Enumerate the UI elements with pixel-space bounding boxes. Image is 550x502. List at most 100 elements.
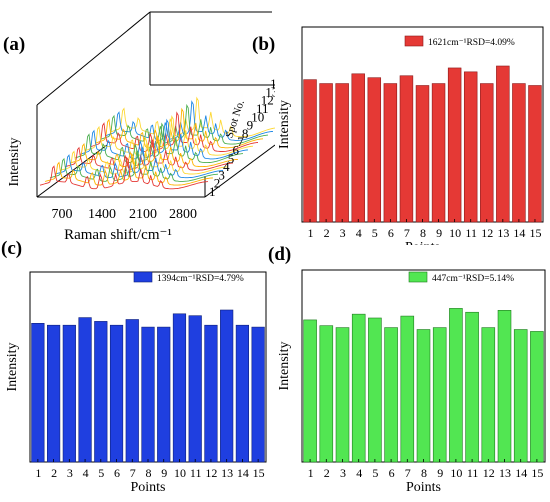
bar-point-2 — [319, 83, 333, 223]
x-tick-label: 1400 — [88, 207, 116, 222]
spectrum-line-7 — [69, 134, 239, 168]
frame-edge — [36, 11, 151, 106]
bar-point-5 — [367, 77, 382, 223]
spectrum-line-11 — [89, 111, 259, 152]
x-tick-label: 11 — [465, 226, 477, 240]
x-tick-label: 6 — [388, 226, 394, 240]
bar-point-8 — [415, 85, 430, 223]
spot-tick-label: 3 — [218, 167, 225, 182]
x-tick-label: 14 — [513, 226, 525, 240]
bar-point-13 — [496, 65, 510, 223]
waterfall-frame — [36, 11, 275, 198]
legend-swatch — [408, 271, 428, 283]
x-tick-label: 7 — [130, 466, 136, 480]
bar-point-1 — [303, 79, 317, 223]
raman-3d-waterfall-chart: 700 1400 2100 2800 Raman shift/cm⁻¹ Intensity… — [7, 11, 275, 243]
spectrum-line-9 — [79, 118, 249, 160]
x-tick-label: 8 — [421, 466, 427, 480]
y-axis-label: Intensity — [5, 343, 20, 392]
spectrum-line-10 — [84, 114, 254, 156]
spot-tick-label: 11 — [256, 101, 269, 116]
x-tick-label: 3 — [340, 466, 346, 480]
bar-point-6 — [383, 83, 398, 223]
spectrum-line-12 — [94, 107, 264, 149]
spectrum-line-15 — [109, 96, 275, 138]
bar-point-10 — [449, 308, 463, 463]
bar-point-12 — [204, 324, 218, 463]
x-tick-label: 6 — [114, 466, 120, 480]
x-tick-label: 700 — [52, 207, 73, 222]
spot-tick-label: 13 — [265, 84, 275, 99]
bar-point-12 — [481, 327, 496, 463]
bar-point-9 — [157, 326, 171, 463]
x-tick-label: 5 — [372, 226, 378, 240]
x-tick-label: 8 — [420, 226, 426, 240]
x-tick-label: 9 — [436, 226, 442, 240]
x-tick-label: 2100 — [129, 207, 157, 222]
bar-point-14 — [235, 324, 250, 463]
bar-point-12 — [480, 83, 494, 223]
spectrum-line-8 — [74, 122, 244, 164]
x-tick-label: 1 — [308, 226, 314, 240]
x-tick-label: 7 — [404, 226, 410, 240]
x-tick-label: 14 — [515, 466, 527, 480]
x-tick-label: 4 — [356, 466, 362, 480]
y-axis-label: Intensity — [277, 100, 292, 149]
bar-chart-1394: 1 2 3 4 5 6 7 8 9 10 11 12 13 14 15PointsIntensity1394… — [5, 271, 267, 495]
bar-chart-447: 1 2 3 4 5 6 7 8 9 10 11 12 13 14 15PointsIntensity447c… — [277, 269, 546, 495]
spectrum-line-2 — [44, 152, 214, 186]
spot-tick-label: 2 — [214, 176, 221, 191]
panel-label-b: (b) — [252, 34, 276, 55]
x-tick-label: 13 — [497, 226, 509, 240]
x-tick-label: 9 — [437, 466, 443, 480]
x-tick-label: 3 — [67, 466, 73, 480]
bar-point-11 — [463, 71, 478, 223]
bar-point-13 — [220, 309, 234, 463]
legend-label: 1621cm⁻¹RSD=4.09% — [428, 38, 515, 48]
x-tick-label: 15 — [253, 466, 265, 480]
x-tick-label: 5 — [372, 466, 378, 480]
x-axis-label: Points — [130, 480, 165, 495]
x-tick-label: 6 — [389, 466, 395, 480]
x-tick-label: 2800 — [169, 207, 197, 222]
bar-point-1 — [303, 319, 317, 463]
spectrum-line-1 — [39, 156, 209, 190]
panel-label-c: (c) — [1, 238, 23, 259]
spectrum-line-14 — [104, 100, 274, 141]
bar-point-4 — [351, 73, 365, 223]
spectrum-line-5 — [59, 141, 229, 175]
spot-tick-label: 10 — [251, 109, 264, 124]
spectrum-line-13 — [99, 103, 269, 145]
bar-point-13 — [497, 310, 512, 463]
x-tick-label: 1 — [308, 466, 314, 480]
x-axis-label: Points — [405, 240, 440, 245]
bar-point-14 — [513, 329, 528, 463]
x-tick-label: 15 — [529, 226, 541, 240]
x-tick-label: 10 — [450, 466, 462, 480]
y-axis-label: Intensity — [7, 138, 22, 187]
x-tick-label: 13 — [499, 466, 511, 480]
legend-label: 1394cm⁻¹RSD=4.79% — [157, 274, 244, 284]
frame-edge — [36, 144, 108, 198]
bar-point-6 — [109, 324, 124, 463]
bar-point-15 — [530, 331, 544, 463]
bar-point-4 — [351, 313, 366, 463]
legend-label: 447cm⁻¹RSD=5.14% — [432, 274, 514, 284]
spot-tick-label: 9 — [247, 118, 254, 133]
bar-point-7 — [400, 315, 415, 463]
x-tick-label: 10 — [174, 466, 186, 480]
spectrum-line-3 — [49, 149, 219, 182]
spectrum-line-4 — [54, 145, 224, 179]
bar-point-5 — [94, 321, 108, 463]
x-tick-label: 13 — [221, 466, 233, 480]
bar-point-7 — [125, 319, 139, 463]
x-tick-label: 15 — [531, 466, 543, 480]
bar-point-9 — [431, 83, 446, 223]
legend-swatch — [404, 35, 424, 47]
frame-edge — [204, 144, 275, 198]
spot-tick-label: 4 — [223, 159, 230, 174]
bar-point-10 — [447, 67, 462, 223]
spot-tick-label: 8 — [242, 126, 249, 141]
bar-point-15 — [528, 85, 542, 223]
bar-point-3 — [335, 83, 349, 223]
